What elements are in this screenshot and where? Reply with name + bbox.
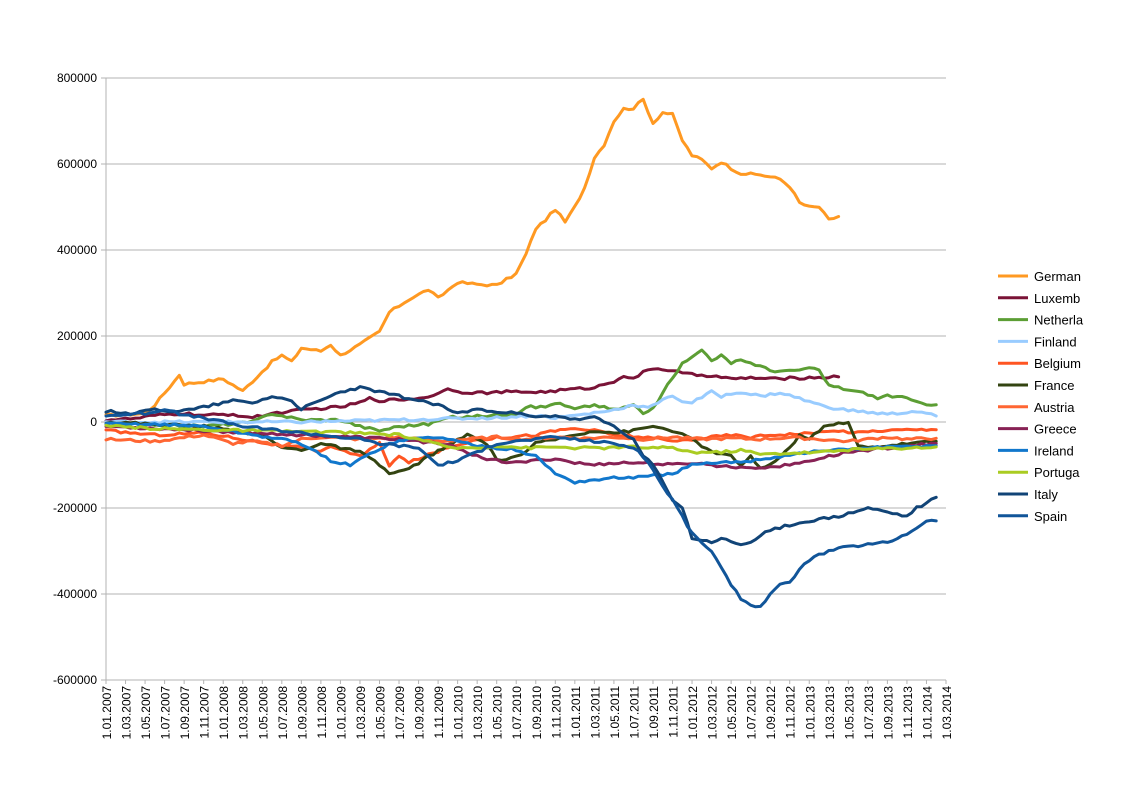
series-line-belgium xyxy=(104,427,938,468)
series-line-portugal xyxy=(104,423,938,456)
x-tick-label: 1.03.2007 xyxy=(120,686,134,740)
y-tick-label: 0 xyxy=(90,415,97,429)
x-tick-label: 1.03.2010 xyxy=(471,686,485,740)
x-tick-label: 1.01.2013 xyxy=(803,686,817,740)
y-tick-label: 400000 xyxy=(57,243,97,257)
x-tick-label: 1.07.2007 xyxy=(159,686,173,740)
x-tick-label: 1.11.2008 xyxy=(315,686,329,739)
x-tick-label: 1.07.2010 xyxy=(510,686,524,740)
y-tick-label: -200000 xyxy=(53,501,97,515)
legend-label-italy: Italy xyxy=(1034,487,1058,502)
x-tick-label: 1.05.2007 xyxy=(139,686,153,740)
y-tick-label: 200000 xyxy=(57,329,97,343)
x-tick-label: 1.09.2008 xyxy=(295,686,309,740)
y-tick-label: -600000 xyxy=(53,673,97,687)
legend-label-luxembourg: Luxemb xyxy=(1034,291,1080,306)
x-tick-label: 1.07.2012 xyxy=(745,686,759,740)
x-tick-label: 1.03.2011 xyxy=(588,686,602,739)
x-tick-label: 1.03.2012 xyxy=(706,686,720,740)
legend-label-spain: Spain xyxy=(1034,509,1067,524)
x-tick-label: 1.09.2011 xyxy=(647,686,661,739)
x-tick-label: 1.11.2013 xyxy=(901,686,915,739)
legend-label-france: France xyxy=(1034,378,1074,393)
y-tick-label: 800000 xyxy=(57,71,97,85)
legend-label-austria: Austria xyxy=(1034,400,1075,415)
x-tick-label: 1.05.2010 xyxy=(491,686,505,740)
legend-label-netherlands: Netherla xyxy=(1034,313,1084,328)
x-tick-label: 1.01.2009 xyxy=(334,686,348,740)
x-tick-label: 1.11.2009 xyxy=(432,686,446,739)
x-tick-label: 1.09.2013 xyxy=(881,686,895,740)
x-tick-label: 1.09.2010 xyxy=(530,686,544,740)
legend-label-finland: Finland xyxy=(1034,334,1077,349)
x-tick-label: 1.01.2010 xyxy=(452,686,466,740)
series-line-luxembourg xyxy=(104,367,841,423)
y-tick-label: -400000 xyxy=(53,587,97,601)
x-tick-label: 1.07.2008 xyxy=(276,686,290,740)
x-tick-label: 1.05.2013 xyxy=(842,686,856,740)
x-tick-label: 1.01.2014 xyxy=(920,686,934,740)
x-tick-label: 1.03.2008 xyxy=(237,686,251,740)
x-tick-label: 1.03.2013 xyxy=(823,686,837,740)
x-tick-label: 1.03.2014 xyxy=(940,686,954,740)
legend-label-belgium: Belgium xyxy=(1034,356,1081,371)
legend-label-germany: German xyxy=(1034,269,1081,284)
series-line-germany xyxy=(104,97,841,418)
x-tick-label: 1.07.2013 xyxy=(862,686,876,740)
x-tick-label: 1.05.2012 xyxy=(725,686,739,740)
x-tick-label: 1.05.2011 xyxy=(608,686,622,739)
x-tick-label: 1.03.2009 xyxy=(354,686,368,740)
series-line-finland xyxy=(104,389,938,425)
series-line-spain xyxy=(104,408,938,609)
x-tick-label: 1.11.2012 xyxy=(784,686,798,739)
x-tick-label: 1.09.2007 xyxy=(178,686,192,740)
x-tick-label: 1.01.2012 xyxy=(686,686,700,740)
legend-label-greece: Greece xyxy=(1034,422,1077,437)
x-tick-label: 1.01.2011 xyxy=(569,686,583,739)
x-tick-label: 1.11.2007 xyxy=(198,686,212,739)
x-tick-label: 1.11.2010 xyxy=(549,686,563,739)
x-tick-label: 1.01.2007 xyxy=(100,686,114,740)
x-tick-label: 1.07.2011 xyxy=(627,686,641,739)
series-line-italy xyxy=(104,385,938,547)
y-tick-label: 600000 xyxy=(57,157,97,171)
x-tick-label: 1.11.2011 xyxy=(667,686,681,738)
x-tick-label: 1.01.2008 xyxy=(217,686,231,740)
x-tick-label: 1.05.2009 xyxy=(373,686,387,740)
legend-label-portugal: Portuga xyxy=(1034,465,1080,480)
legend-label-ireland: Ireland xyxy=(1034,443,1074,458)
x-tick-label: 1.09.2009 xyxy=(413,686,427,740)
x-tick-label: 1.05.2008 xyxy=(256,686,270,740)
x-tick-label: 1.09.2012 xyxy=(764,686,778,740)
x-tick-label: 1.07.2009 xyxy=(393,686,407,740)
